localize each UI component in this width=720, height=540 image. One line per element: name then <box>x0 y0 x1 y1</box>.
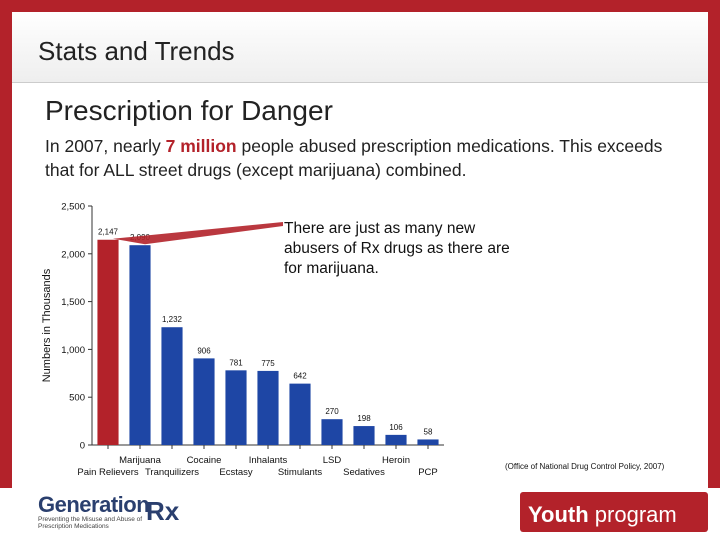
bar <box>353 426 375 445</box>
y-tick-label: 1,500 <box>61 297 85 308</box>
slide-subtitle: Prescription for Danger <box>45 95 333 126</box>
category-label: Marijuana <box>119 455 161 466</box>
bar <box>289 383 311 445</box>
y-tick-label: 500 <box>69 393 85 404</box>
data-label: 198 <box>357 414 371 423</box>
bar <box>129 245 151 445</box>
youth-bold: Youth <box>528 502 589 527</box>
intro-text: In 2007, nearly 7 million people abused … <box>45 134 695 182</box>
intro-highlight: 7 million <box>165 136 237 156</box>
bar <box>225 370 247 445</box>
left-border <box>0 0 12 540</box>
bar <box>193 358 215 445</box>
header-title: Stats and Trends <box>38 36 235 66</box>
category-label: Heroin <box>382 455 410 466</box>
category-label: Tranquilizers <box>145 467 199 478</box>
youth-rest: program <box>588 502 677 527</box>
intro-after: people abused prescription medications. … <box>45 136 663 180</box>
data-label: 1,232 <box>162 315 183 324</box>
right-border <box>708 0 720 488</box>
bar <box>321 419 343 445</box>
bar <box>257 370 279 445</box>
chart-callout: There are just as many new abusers of Rx… <box>284 220 510 277</box>
category-label: Stimulants <box>278 467 323 478</box>
bar <box>97 239 119 445</box>
data-label: 270 <box>325 407 339 416</box>
y-axis-label: Numbers in Thousands <box>41 268 53 382</box>
bar <box>417 439 439 445</box>
data-label: 781 <box>229 358 243 367</box>
title-bar <box>12 12 708 83</box>
intro-before: In 2007, nearly <box>45 136 166 156</box>
generation-rx-logo: Generation Rx Preventing the Misuse and … <box>38 492 188 532</box>
category-label: Inhalants <box>249 455 288 466</box>
category-label: PCP <box>418 467 438 478</box>
source-citation: (Office of National Drug Control Policy,… <box>505 462 665 471</box>
y-tick-label: 0 <box>80 441 85 452</box>
bar <box>161 327 183 445</box>
category-label: Sedatives <box>343 467 385 478</box>
category-label: LSD <box>323 455 342 466</box>
data-label: 106 <box>389 423 403 432</box>
y-tick-label: 1,000 <box>61 345 85 356</box>
category-label: Pain Relievers <box>77 467 138 478</box>
youth-program-text: Youth program <box>528 502 677 528</box>
youth-program-badge <box>520 492 708 532</box>
data-label: 642 <box>293 372 307 381</box>
logo-word: Generation <box>38 492 150 517</box>
y-tick-label: 2,000 <box>61 249 85 260</box>
data-label: 775 <box>261 359 275 368</box>
data-label: 58 <box>424 427 433 436</box>
y-tick-label: 2,500 <box>61 202 85 213</box>
data-label: 2,147 <box>98 228 119 237</box>
top-border <box>0 0 720 12</box>
callout-pointer <box>113 222 283 245</box>
logo-tagline: Preventing the Misuse and Abuse of Presc… <box>38 516 143 530</box>
logo-rx: Rx <box>146 496 180 526</box>
bar <box>385 434 407 445</box>
category-label: Cocaine <box>187 455 222 466</box>
category-label: Ecstasy <box>219 467 253 478</box>
data-label: 906 <box>197 346 211 355</box>
